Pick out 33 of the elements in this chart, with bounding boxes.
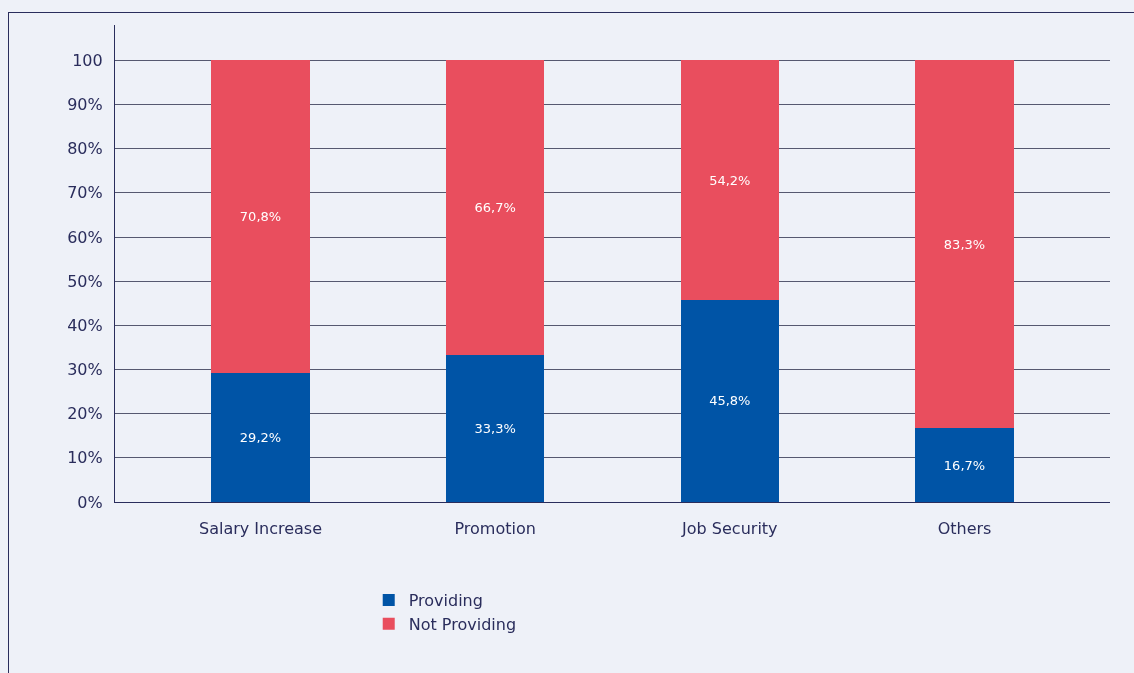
y-tick-label: 10% — [67, 448, 103, 468]
data-label: 29,2% — [239, 430, 282, 446]
data-label: 33,3% — [474, 420, 516, 436]
y-tick-label: 60% — [67, 227, 103, 247]
data-label: 54,2% — [709, 172, 751, 188]
y-tick-label: 80% — [67, 139, 103, 159]
legend-label: Providing — [408, 591, 483, 611]
bar — [915, 428, 1014, 502]
y-tick-label: 50% — [67, 271, 103, 291]
y-tick-label: 30% — [67, 360, 103, 380]
bar — [211, 373, 310, 502]
data-label: 16,7% — [943, 457, 986, 473]
bar — [445, 354, 545, 502]
bar — [445, 60, 545, 355]
data-label: 70,8% — [239, 209, 282, 225]
x-tick-label: Promotion — [454, 519, 536, 539]
data-label: 83,3% — [943, 236, 986, 252]
y-tick-label: 0% — [77, 492, 103, 512]
y-tick-label: 100 — [72, 50, 103, 70]
x-tick-label: Salary Increase — [198, 519, 323, 539]
bar — [915, 60, 1014, 429]
data-label: 66,7% — [474, 200, 516, 216]
bar — [680, 60, 780, 300]
x-tick-label: Others — [937, 519, 992, 539]
data-label: 45,8% — [709, 393, 751, 409]
y-tick-label: 70% — [67, 183, 103, 203]
y-tick-label: 40% — [67, 315, 103, 335]
y-tick-label: 90% — [67, 95, 103, 115]
bar — [680, 299, 780, 502]
x-tick-label: Job Security — [681, 519, 778, 539]
legend-label: Not Providing — [408, 615, 517, 635]
y-tick-label: 20% — [67, 404, 103, 424]
bar — [211, 60, 310, 374]
